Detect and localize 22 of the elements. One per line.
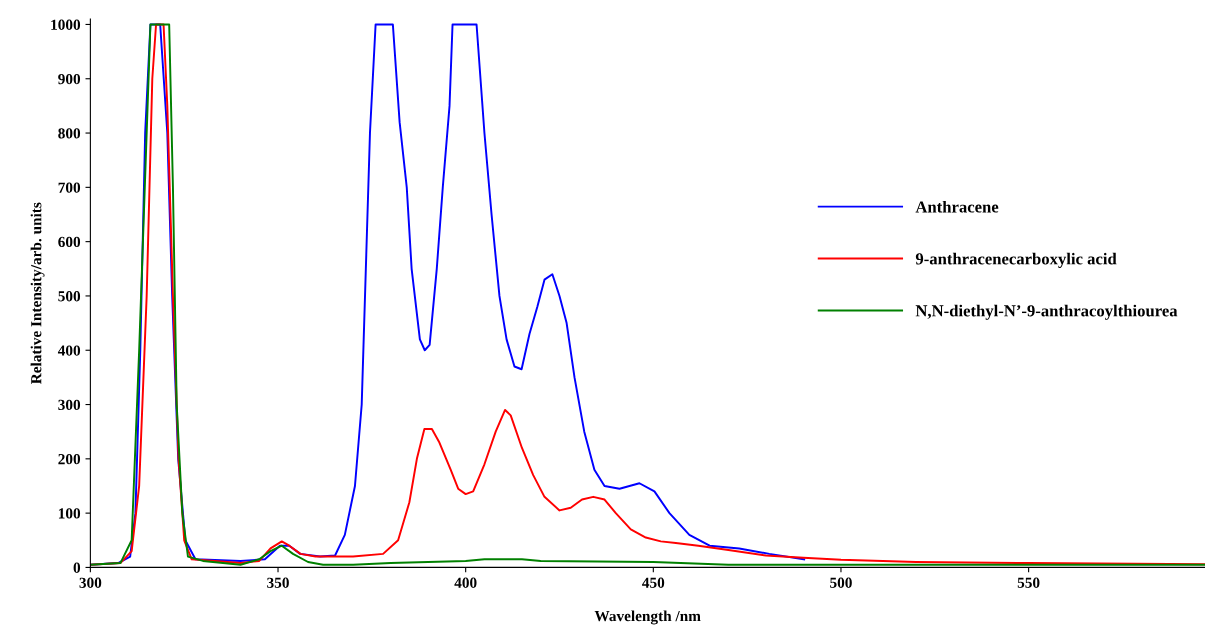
x-tick-label: 300	[79, 577, 102, 588]
x-tick-label: 550	[1017, 577, 1040, 588]
y-tick-label: 1000	[51, 19, 81, 30]
y-tick-label: 800	[58, 128, 81, 139]
x-tick-label: 500	[830, 577, 852, 588]
x-tick-label: 350	[267, 577, 289, 588]
y-axis-title: Relative Intensity/arb. units	[30, 202, 45, 384]
legend-label: Anthracene	[915, 200, 999, 213]
legend-label: 9-anthracenecarboxylic acid	[915, 252, 1117, 268]
y-tick-label: 300	[58, 399, 81, 410]
legend-label: N,N-diethyl-N’-9-anthracoylthiourea	[915, 304, 1178, 320]
x-tick-label: 450	[642, 577, 665, 588]
y-tick-label: 500	[58, 291, 81, 302]
y-tick-label: 100	[58, 508, 81, 519]
x-tick-label: 400	[454, 577, 477, 588]
y-tick-label: 200	[58, 453, 81, 465]
x-axis-title: Wavelength /nm	[594, 610, 701, 625]
y-tick-label: 700	[58, 182, 81, 193]
y-tick-label: 0	[73, 562, 81, 573]
y-tick-label: 600	[58, 236, 81, 248]
y-tick-label: 900	[58, 73, 81, 85]
y-tick-label: 400	[57, 345, 81, 356]
